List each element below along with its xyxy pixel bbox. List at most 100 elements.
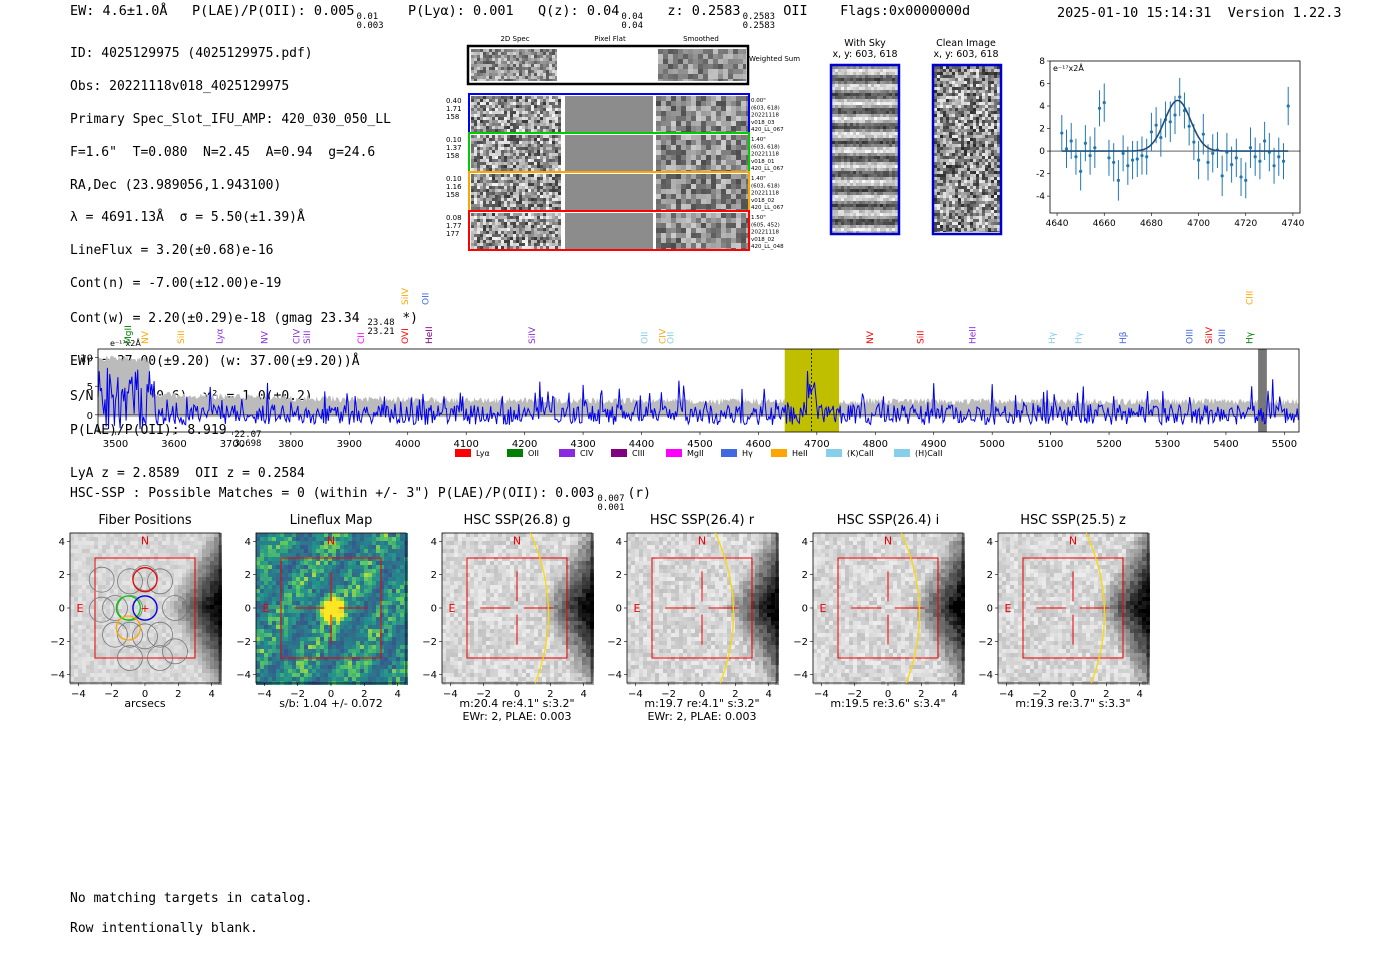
- spectrum-line-label: SiIV: [1205, 326, 1215, 344]
- cutout-right-0-3: v018_03: [751, 120, 775, 126]
- legend-swatch: [611, 449, 627, 457]
- galaxy-ellipse: [1085, 532, 1106, 684]
- aperture-box: [280, 557, 382, 659]
- cutout-2dspec-2: [471, 174, 561, 210]
- cutout-2dspec-1: [471, 135, 561, 171]
- panel-ytick-label: −4: [793, 670, 808, 681]
- panel-xtick-label: 0: [514, 689, 520, 700]
- contw-range: 23.48 23.21: [367, 318, 394, 337]
- zoom-xtick-label: 4740: [1281, 219, 1304, 229]
- legend-label: OII: [528, 449, 539, 458]
- col-label-pixelflat: Pixel Flat: [594, 35, 626, 43]
- cutout-right-2-3: v018_02: [751, 198, 775, 204]
- cutout-right-0-0: 0.00": [751, 98, 766, 104]
- zoom-gaussian-fit: [1061, 99, 1289, 152]
- panel-image: N E −4 −2 0 2 4 −4 −2 0 2 4: [236, 532, 408, 700]
- info-primary: Primary Spec_Slot_IFU_AMP: 420_030_050_L…: [70, 112, 391, 128]
- legend-swatch: [771, 449, 787, 457]
- zoom-frame: [1049, 60, 1301, 214]
- qz-sub: 0.04: [621, 21, 644, 31]
- spectrum-line-label: Hγ: [1075, 331, 1085, 344]
- clean-image-title: Clean Image: [936, 38, 996, 49]
- panel-ytick-label: 2: [431, 570, 437, 581]
- zoom-point: [1277, 155, 1281, 159]
- spectrum-line-label: CIV: [293, 328, 303, 344]
- version: Version 1.22.3: [1227, 5, 1342, 21]
- cutout-smoothed-2: [656, 174, 748, 210]
- panel-xtick-label: −4: [71, 689, 86, 700]
- spectrum-xtick-label: 4700: [804, 439, 829, 450]
- zoom-point: [1206, 160, 1210, 164]
- plya-value: P(Lyα): 0.001: [407, 3, 514, 19]
- zoom-point: [1121, 151, 1125, 155]
- panel-ytick-label: 0: [802, 604, 808, 615]
- cutout-left-0-1: 1.71: [446, 105, 462, 113]
- zoom-point: [1083, 141, 1087, 145]
- panel-caption: m:19.3 re:3.7" s:3.3": [988, 697, 1158, 710]
- north-label: N: [698, 535, 706, 548]
- panel-ytick-label: 4: [616, 537, 622, 548]
- panel-ytick-label: 2: [987, 570, 993, 581]
- cutout-frame-3: [468, 210, 750, 251]
- panel-hsc-3: HSC SSP(26.4) r N E −4 −2 0 2 4 −4 −2 0 2 4 m:19.7 re…: [607, 510, 807, 725]
- panel-caption-line-1: arcsecs: [124, 697, 166, 710]
- weighted-sum-smoothed: [658, 49, 746, 81]
- panel-ytick-label: −4: [236, 670, 251, 681]
- zoom-point: [1258, 159, 1262, 163]
- legend-label: MgII: [687, 449, 704, 458]
- spectrum-xtick-label: 5300: [1155, 439, 1180, 450]
- contw-text: Cont(w) = 2.20(±0.29)e-18 (gmag 23.34: [70, 310, 360, 326]
- info-lambda: λ = 4691.13Å σ = 5.50(±1.39)Å: [70, 210, 305, 226]
- panel-caption: m:19.7 re:4.1" s:3.2" EWr: 2, PLAE: 0.003: [617, 697, 787, 723]
- legend-label: Hγ: [742, 449, 753, 458]
- spectrum-line-label: CIII: [1245, 291, 1255, 305]
- panel-xtick-label: 0: [1070, 689, 1076, 700]
- legend-label: Lyα: [476, 449, 490, 458]
- plae-range: 0.01 0.003: [357, 13, 384, 31]
- panel-title: Lineflux Map: [289, 513, 373, 528]
- weighted-sum-text: Weighted Sum: [749, 55, 800, 63]
- panel-hsc-2: HSC SSP(26.8) g N E −4 −2 0 2 4 −4 −2 0 2 4 m:20.4 re…: [422, 510, 622, 725]
- imaging-panels: Fiber Positions + N E −4 −2 0 2 4 −4 −2 0 2 4 arcsecs L…: [0, 510, 1400, 730]
- fiber-center-mark: +: [140, 602, 149, 615]
- panel-ytick-label: −2: [978, 637, 993, 648]
- spectrum-xtick-label: 3900: [337, 439, 362, 450]
- col-label-smoothed: Smoothed: [683, 35, 719, 43]
- legend-label: (H)CaII: [915, 449, 942, 458]
- fiber-circle: [162, 638, 188, 665]
- panel-caption-line-2: EWr: 2, PLAE: 0.003: [647, 710, 757, 723]
- spectrum-xtick-label: 4000: [395, 439, 420, 450]
- cutout-right-3-1: (605, 452): [751, 222, 780, 228]
- plae2-sup: 22.07: [234, 429, 262, 440]
- spectrum-xtick-label: 5200: [1096, 439, 1121, 450]
- info-lineflux: LineFlux = 3.20(±0.68)e-16: [70, 243, 274, 259]
- spectrum-line-label: OIII: [1186, 329, 1196, 344]
- zoom-point: [1088, 153, 1092, 158]
- spectrum-ylabel: e⁻¹⁷x2Å: [110, 337, 141, 348]
- zoom-xtick-label: 4700: [1187, 219, 1210, 229]
- spectrum-xtick-label: 4500: [687, 439, 712, 450]
- info-radec: RA,Dec (23.989056,1.943100): [70, 177, 282, 193]
- cutout-left-2-1: 1.16: [446, 183, 462, 191]
- info-contn: Cont(n) = -7.00(±12.00)e-19: [70, 276, 282, 292]
- info-obs: Obs: 20221118v018_4025129975: [70, 79, 290, 95]
- fiber-circle: [88, 566, 115, 593]
- zoom-point: [1159, 135, 1163, 140]
- legend-swatch: [666, 449, 682, 457]
- cutout-pixelflat-0: [565, 96, 653, 132]
- header-bar: EW: 4.6±1.0Å P(LAE)/P(OII): 0.005 0.01 0.0…: [70, 3, 970, 31]
- panel-ytick-label: −2: [50, 637, 65, 648]
- qz-value: Q(z): 0.04: [538, 3, 620, 19]
- east-label: E: [634, 602, 641, 615]
- spectrum-line-label: OII: [667, 332, 677, 344]
- panel-image: + N E −4 −2 0 2 4 −4 −2 0 2 4: [50, 532, 222, 700]
- cutout-right-3-2: 20221118: [751, 230, 779, 236]
- north-label: N: [327, 535, 335, 548]
- datetime: 2025-01-10 15:14:31: [1057, 5, 1212, 21]
- zoom-point: [1220, 174, 1224, 178]
- spectrum-xtick-label: 3700: [220, 439, 245, 450]
- zoom-point: [1079, 169, 1083, 173]
